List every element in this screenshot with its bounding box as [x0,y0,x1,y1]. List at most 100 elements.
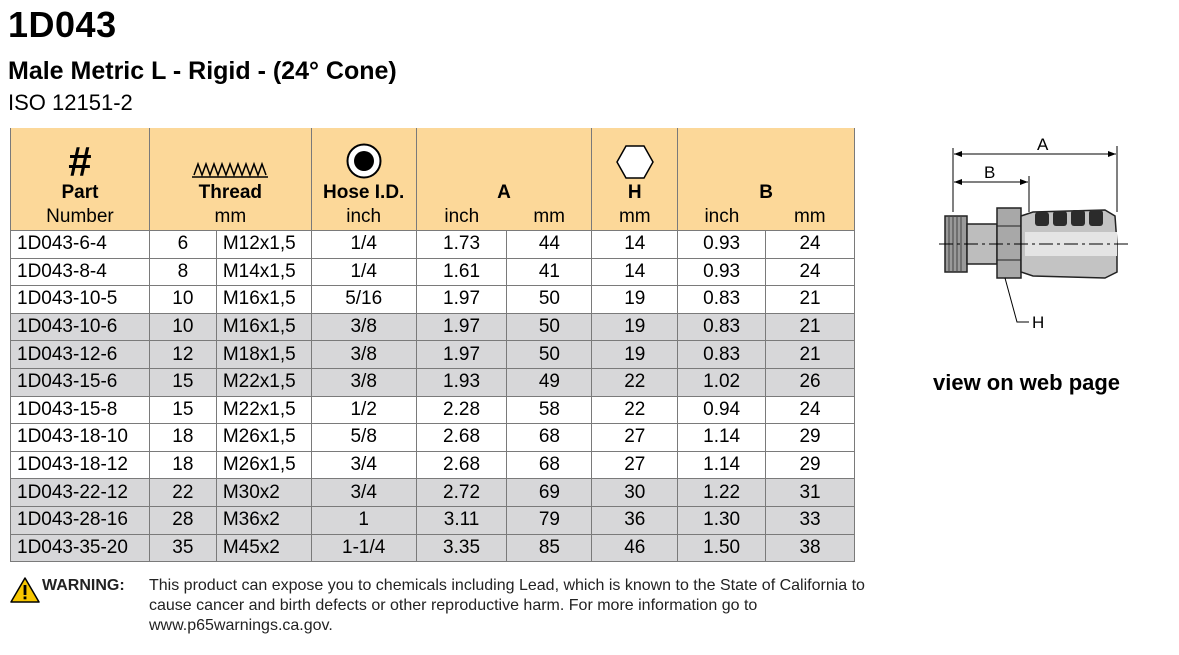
cell-thread: M12x1,5 [215,230,312,259]
header-b: B [677,128,855,204]
cell-b-inch: 1.30 [677,505,767,535]
warning-label: WARNING: [42,577,125,594]
cell-a-inch: 2.68 [415,423,508,452]
cell-thread: M14x1,5 [215,257,312,287]
cell-part-number: 1D043-6-4 [10,230,150,259]
cell-a-inch: 1.73 [415,230,508,259]
cell-part-number: 1D043-22-12 [10,478,150,507]
table-row: 1D043-18-12 18 M26x1,5 3/4 2.68 68 27 1.14 29 [10,450,855,480]
cell-h-mm: 19 [591,285,679,314]
cell-part-number: 1D043-35-20 [10,533,150,563]
cell-h-mm: 22 [591,395,679,425]
cell-part-number: 1D043-15-6 [10,367,150,397]
hash-icon: # [68,138,92,185]
cell-a-inch: 1.97 [415,285,508,314]
table-row: 1D043-12-6 12 M18x1,5 3/8 1.97 50 19 0.83 21 [10,340,855,369]
cell-b-mm: 24 [765,395,855,425]
cell-b-inch: 0.83 [677,312,767,342]
cell-dash-size: 18 [148,450,217,480]
table-row: 1D043-22-12 22 M30x2 3/4 2.72 69 30 1.22 31 [10,478,855,507]
cell-hose-id: 1/4 [310,230,417,259]
thread-icon [192,161,269,178]
cell-dash-size: 35 [148,533,217,563]
cell-a-mm: 79 [506,505,593,535]
cell-a-inch: 1.61 [415,257,508,287]
table-row: 1D043-6-4 6 M12x1,5 1/4 1.73 44 14 0.93 24 [10,230,855,259]
cell-thread: M16x1,5 [215,285,312,314]
cell-h-mm: 27 [591,450,679,480]
cell-part-number: 1D043-15-8 [10,395,150,425]
cell-a-inch: 1.93 [415,367,508,397]
cell-h-mm: 27 [591,423,679,452]
cell-b-mm: 31 [765,478,855,507]
cell-dash-size: 22 [148,478,217,507]
cell-a-inch: 2.68 [415,450,508,480]
header-a: A [415,128,593,204]
table-row: 1D043-18-10 18 M26x1,5 5/8 2.68 68 27 1.14 29 [10,423,855,452]
cell-h-mm: 19 [591,312,679,342]
cell-b-mm: 29 [765,450,855,480]
cell-a-mm: 49 [506,367,593,397]
cell-dash-size: 12 [148,340,217,369]
cell-b-mm: 21 [765,312,855,342]
cell-dash-size: 8 [148,257,217,287]
cell-hose-id: 1 [310,505,417,535]
cell-b-inch: 0.93 [677,230,767,259]
diagram-label-h: H [1032,313,1044,332]
product-description: Male Metric L - Rigid - (24° Cone) [8,57,397,85]
cell-h-mm: 14 [591,257,679,287]
cell-thread: M45x2 [215,533,312,563]
cell-b-inch: 0.83 [677,285,767,314]
cell-hose-id: 1/2 [310,395,417,425]
cell-part-number: 1D043-8-4 [10,257,150,287]
cell-thread: M16x1,5 [215,312,312,342]
table-row: 1D043-28-16 28 M36x2 1 3.11 79 36 1.30 33 [10,505,855,535]
header-thread-unit: mm [148,204,312,231]
diagram-label-b: B [984,163,995,182]
warning-text: This product can expose you to chemicals… [149,577,865,634]
view-on-web-link[interactable]: view on web page [933,370,1121,395]
iso-standard: ISO 12151-2 [8,90,133,115]
cell-b-inch: 0.94 [677,395,767,425]
cell-h-mm: 14 [591,230,679,259]
cell-a-inch: 3.35 [415,533,508,563]
cell-a-inch: 3.11 [415,505,508,535]
table-row: 1D043-15-6 15 M22x1,5 3/8 1.93 49 22 1.02 26 [10,367,855,397]
header-hose-unit: inch [310,204,417,231]
cell-h-mm: 22 [591,367,679,397]
header-h: H [591,128,679,204]
cell-b-inch: 0.83 [677,340,767,369]
diagram-label-a: A [1037,135,1049,154]
cell-dash-size: 15 [148,395,217,425]
cell-thread: M18x1,5 [215,340,312,369]
cell-a-mm: 44 [506,230,593,259]
cell-dash-size: 28 [148,505,217,535]
header-part-number-line2: Number [10,204,150,231]
header-a-inch: inch [415,204,507,231]
product-code-title: 1D043 [8,4,117,45]
fitting-diagram: A B H [939,135,1129,332]
header-a-mm: mm [506,204,593,231]
cell-part-number: 1D043-18-12 [10,450,150,480]
cell-a-inch: 1.97 [415,312,508,342]
warning-icon [10,577,40,603]
cell-part-number: 1D043-18-10 [10,423,150,452]
cell-part-number: 1D043-10-6 [10,312,150,342]
cell-hose-id: 5/16 [310,285,417,314]
header-b-mm: mm [765,204,855,231]
table-row: 1D043-10-5 10 M16x1,5 5/16 1.97 50 19 0.83 21 [10,285,855,314]
cell-b-inch: 0.93 [677,257,767,287]
parts-table: # Part Thread Hose I.D. A [10,128,855,563]
cell-dash-size: 10 [148,312,217,342]
cell-thread: M36x2 [215,505,312,535]
cell-hose-id: 5/8 [310,423,417,452]
cell-h-mm: 30 [591,478,679,507]
cell-hose-id: 1-1/4 [310,533,417,563]
cell-a-mm: 50 [506,285,593,314]
cell-b-inch: 1.14 [677,450,767,480]
table-row: 1D043-8-4 8 M14x1,5 1/4 1.61 41 14 0.93 24 [10,257,855,287]
cell-b-mm: 21 [765,340,855,369]
header-h-unit: mm [591,204,679,231]
cell-a-inch: 1.97 [415,340,508,369]
cell-b-mm: 21 [765,285,855,314]
